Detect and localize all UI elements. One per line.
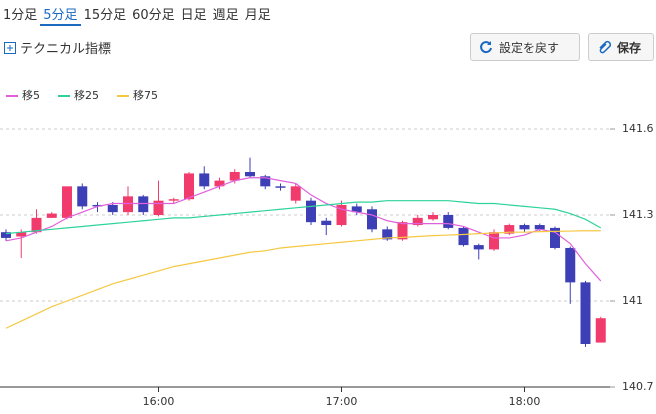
timeframe-tab[interactable]: 月足 [244, 8, 271, 23]
candle-body [458, 227, 469, 246]
candle-body [199, 173, 210, 187]
x-tick-label: 16:00 [143, 395, 175, 408]
y-tick-label: 141.3 [622, 208, 654, 221]
candle-body [260, 176, 271, 187]
candle-body [519, 225, 530, 230]
candle-body [229, 172, 240, 181]
candle-body [367, 209, 377, 230]
save-label: 保存 [617, 40, 642, 55]
reset-button[interactable]: 設定を戻す [470, 33, 580, 61]
indicator-toggle[interactable]: テクニカル指標 [4, 38, 111, 57]
x-tick-label: 18:00 [509, 395, 541, 408]
ma-line [5, 177, 602, 282]
candle-body [351, 206, 362, 213]
candle-body [153, 200, 164, 215]
timeframe-tab[interactable]: 15分足 [83, 8, 127, 23]
candle-body [428, 215, 438, 220]
candle-body [245, 172, 255, 177]
timeframe-tab[interactable]: 週足 [212, 8, 239, 23]
ma-line [5, 200, 602, 235]
candle-body [275, 186, 286, 188]
candle-body [46, 213, 57, 218]
legend-label: 移75 [133, 89, 158, 102]
candle-body [123, 196, 133, 213]
candle-body [92, 204, 103, 207]
candle-body [336, 204, 347, 226]
candle-body [31, 217, 42, 233]
candle-body [382, 229, 393, 240]
clip-icon [599, 40, 611, 54]
save-button[interactable]: 保存 [588, 33, 654, 61]
candle-body [321, 220, 332, 226]
candle-body [489, 232, 499, 250]
candle-body [550, 227, 560, 248]
candle-body [138, 196, 149, 213]
y-tick-label: 141.6 [622, 122, 654, 135]
timeframe-tab[interactable]: 5分足 [40, 0, 81, 26]
reset-icon [480, 41, 492, 54]
candle-body [534, 225, 545, 230]
ma-line [5, 230, 601, 329]
candle-body [184, 173, 194, 200]
indicator-label: テクニカル指標 [20, 42, 112, 57]
candle-body [397, 222, 408, 240]
timeframe-tabs: 1分足 5分足 15分足 60分足 日足 週足 月足 [0, 0, 274, 26]
candle-body [62, 186, 72, 218]
candle-body [443, 215, 454, 228]
candle-body [504, 225, 515, 234]
candle-body [107, 204, 118, 213]
candle-body [77, 186, 88, 207]
candle-body [214, 180, 225, 187]
candle-body [306, 200, 316, 223]
timeframe-tab[interactable]: 60分足 [132, 8, 175, 23]
candle-body [473, 245, 484, 250]
x-tick-label: 17:00 [326, 395, 358, 408]
candle-body [1, 232, 11, 238]
candle-body [16, 232, 27, 237]
legend-label: 移5 [22, 89, 40, 102]
candle-body [565, 247, 576, 283]
timeframe-tab[interactable]: 日足 [180, 8, 207, 23]
candle-body [412, 217, 423, 226]
reset-label: 設定を戻す [499, 40, 560, 55]
candle-body [168, 199, 179, 201]
y-tick-label: 140.7 [622, 380, 654, 393]
legend-label: 移25 [74, 89, 99, 102]
y-tick-label: 141 [622, 294, 643, 307]
candle-body [580, 282, 591, 344]
candle-body [290, 186, 301, 201]
timeframe-tab[interactable]: 1分足 [3, 8, 38, 23]
plus-icon [4, 41, 16, 54]
candle-body [595, 318, 606, 343]
